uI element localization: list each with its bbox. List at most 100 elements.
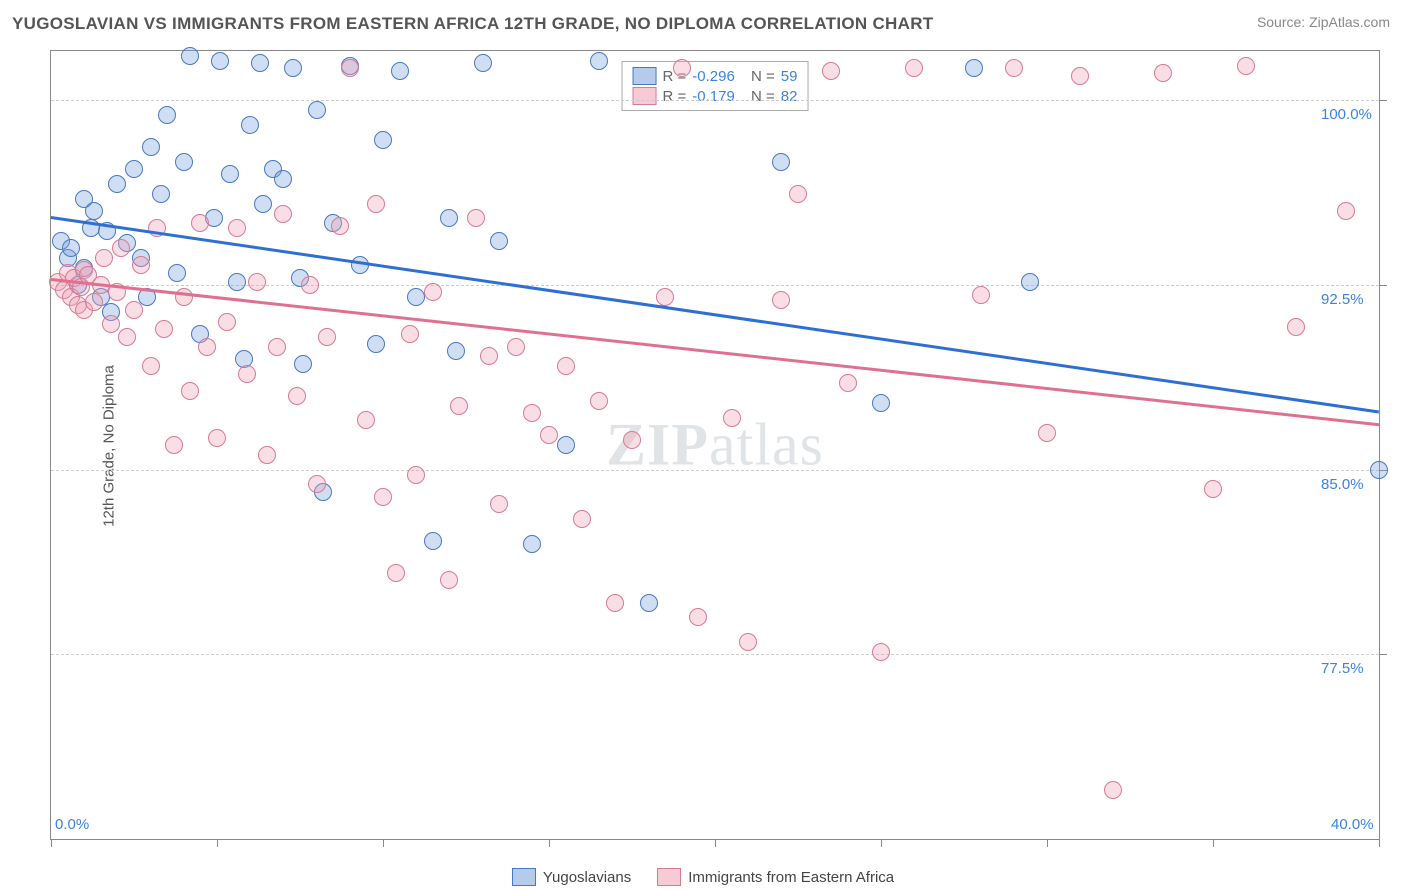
data-point [972,286,990,304]
data-point [268,338,286,356]
data-point [424,532,442,550]
watermark-bold: ZIP [606,412,709,478]
source-label: Source: ZipAtlas.com [1257,14,1390,30]
bottom-legend-item: Immigrants from Eastern Africa [657,868,894,886]
legend-n-label: N = [751,68,775,85]
data-point [523,535,541,553]
data-point [374,131,392,149]
gridline [51,100,1379,101]
x-tick [715,839,716,847]
data-point [490,495,508,513]
data-point [387,564,405,582]
data-point [739,633,757,651]
data-point [274,205,292,223]
data-point [301,276,319,294]
y-tick-label: 85.0% [1321,476,1364,493]
data-point [1204,480,1222,498]
x-tick [383,839,384,847]
data-point [440,209,458,227]
data-point [822,62,840,80]
data-point [284,59,302,77]
data-point [228,219,246,237]
data-point [367,195,385,213]
data-point [1021,273,1039,291]
data-point [447,342,465,360]
data-point [623,431,641,449]
x-tick [1379,839,1380,847]
y-tick-label: 77.5% [1321,660,1364,677]
data-point [211,52,229,70]
data-point [590,392,608,410]
data-point [125,160,143,178]
legend-r-value: -0.296 [692,68,735,85]
data-point [62,239,80,257]
x-tick-label: 40.0% [1331,816,1374,833]
data-point [152,185,170,203]
y-tick-label: 100.0% [1321,106,1372,123]
data-point [401,325,419,343]
x-tick-label: 0.0% [55,816,89,833]
data-point [839,374,857,392]
legend-n-value: 59 [781,68,798,85]
regression-line [51,216,1379,413]
data-point [557,357,575,375]
data-point [1154,64,1172,82]
legend-n-value: 82 [781,88,798,105]
data-point [450,397,468,415]
legend-swatch-pink [657,868,681,886]
data-point [238,365,256,383]
data-point [474,54,492,72]
data-point [254,195,272,213]
legend-swatch-pink [633,87,657,105]
data-point [905,59,923,77]
data-point [440,571,458,589]
data-point [85,202,103,220]
legend-r-label: R = [663,88,687,105]
data-point [467,209,485,227]
legend-swatch-blue [512,868,536,886]
data-point [1038,424,1056,442]
data-point [165,436,183,454]
data-point [772,153,790,171]
data-point [507,338,525,356]
data-point [95,249,113,267]
data-point [367,335,385,353]
data-point [102,315,120,333]
data-point [656,288,674,306]
data-point [228,273,246,291]
data-point [424,283,442,301]
data-point [407,466,425,484]
data-point [1071,67,1089,85]
data-point [308,475,326,493]
data-point [1287,318,1305,336]
data-point [965,59,983,77]
bottom-legend: Yugoslavians Immigrants from Eastern Afr… [0,868,1406,886]
data-point [191,214,209,232]
data-point [288,387,306,405]
data-point [407,288,425,306]
data-point [125,301,143,319]
data-point [241,116,259,134]
x-tick [217,839,218,847]
data-point [590,52,608,70]
data-point [218,313,236,331]
data-point [374,488,392,506]
data-point [155,320,173,338]
data-point [523,404,541,422]
data-point [251,54,269,72]
legend-box: R = -0.296 N = 59 R = -0.179 N = 82 [622,61,809,111]
data-point [872,394,890,412]
data-point [723,409,741,427]
data-point [181,382,199,400]
x-tick [51,839,52,847]
legend-r-value: -0.179 [692,88,735,105]
data-point [248,273,266,291]
gridline [51,470,1379,471]
data-point [391,62,409,80]
data-point [208,429,226,447]
data-point [142,138,160,156]
data-point [540,426,558,444]
data-point [640,594,658,612]
data-point [872,643,890,661]
data-point [1370,461,1388,479]
